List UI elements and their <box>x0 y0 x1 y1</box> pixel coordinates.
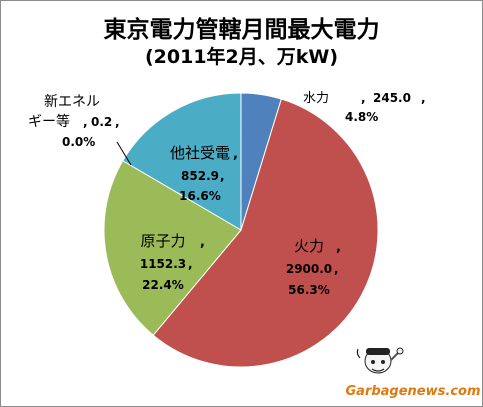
label-purchased-name: 他社受電 <box>170 144 230 162</box>
label-separator: , <box>361 91 366 105</box>
watermark-text: Garbagenews.com <box>346 384 481 399</box>
label-hydro-value: 245.0 <box>373 91 411 105</box>
chart-subtitle: (2011年2月、万kW) <box>144 46 339 68</box>
label-new-energy-value: 0.2 <box>91 115 112 129</box>
label-separator: , <box>421 91 426 105</box>
label-separator: , <box>115 115 120 129</box>
label-separator: , <box>83 115 88 129</box>
label-separator: , <box>188 257 193 271</box>
label-purchased-percent: 16.6% <box>179 189 221 203</box>
label-separator: , <box>233 147 238 162</box>
label-new-energy-percent: 0.0% <box>62 135 95 149</box>
pie-slice <box>152 98 379 368</box>
label-nuclear-name: 原子力 <box>140 232 185 250</box>
pie-slice <box>103 160 242 336</box>
label-hydro-percent: 4.8% <box>345 110 378 124</box>
label-separator: , <box>200 235 205 250</box>
label-separator: , <box>334 262 339 276</box>
label-new-energy-name: 新エネル ギー等 <box>28 94 104 130</box>
label-separator: , <box>336 240 341 255</box>
label-nuclear-percent: 22.4% <box>142 278 184 292</box>
pie-slice <box>122 92 242 231</box>
label-separator: , <box>220 169 225 183</box>
label-thermal-percent: 56.3% <box>288 283 330 297</box>
label-thermal-value: 2900.0 <box>286 262 332 276</box>
label-purchased-value: 852.9 <box>181 169 219 183</box>
label-thermal-name: 火力 <box>294 237 324 255</box>
label-nuclear-value: 1152.3 <box>140 257 186 271</box>
leader-line-new-energy <box>116 141 132 166</box>
mascot-logo <box>356 347 404 374</box>
chart-title: 東京電力管轄月間最大電力 <box>103 17 380 43</box>
label-hydro-name: 水力 <box>303 91 329 106</box>
